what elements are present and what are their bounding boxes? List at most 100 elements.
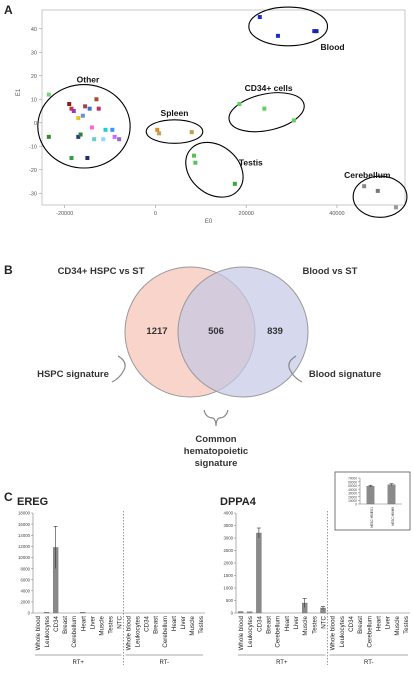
data-point: [262, 106, 267, 111]
category-label: Breast: [266, 616, 273, 634]
data-point: [87, 106, 92, 111]
right-brace: [288, 355, 303, 383]
x-axis-label: E0: [205, 219, 213, 225]
y-tick-label: 1500: [223, 573, 233, 578]
category-label: Muscle: [394, 615, 401, 635]
data-point: [232, 181, 237, 186]
category-label: hESC H9/ES1: [370, 507, 374, 528]
cluster-label: Other: [77, 75, 100, 85]
category-label: Liver: [385, 616, 392, 629]
category-label: NTC: [321, 615, 328, 628]
y-tick-label: 40000: [348, 488, 357, 492]
y-tick-label: 4000: [20, 588, 30, 593]
cluster-ellipse: [145, 119, 204, 144]
category-label: Testes: [403, 616, 410, 634]
data-point: [85, 156, 90, 161]
data-point: [76, 134, 81, 139]
panel-a-letter: A: [4, 3, 13, 17]
y-tick-label: 10000: [18, 555, 31, 560]
y-tick-label: -20: [29, 168, 37, 174]
y-tick-label: 0: [231, 611, 234, 616]
category-label: Whole blood: [330, 615, 337, 650]
y-tick-label: 40: [31, 27, 37, 33]
blood-signature-label: Blood signature: [309, 369, 381, 380]
y-tick-label: 3500: [223, 523, 233, 528]
y-tick-label: 6000: [20, 577, 30, 582]
category-label: Heart: [80, 616, 87, 631]
bar: [387, 484, 396, 505]
y-tick-label: 20: [31, 74, 37, 80]
bar: [80, 612, 86, 614]
category-label: Muscle: [302, 615, 309, 635]
y-tick-label: 2500: [223, 548, 233, 553]
data-point: [362, 184, 367, 189]
group-label: RT+: [276, 660, 288, 666]
category-label: Leukocytes: [339, 616, 346, 647]
cluster-label: Cerebellum: [344, 170, 391, 180]
cluster-label: Spleen: [161, 108, 189, 118]
data-point: [393, 205, 398, 210]
cluster-ellipse: [248, 6, 329, 47]
x-tick-label: 20000: [239, 211, 254, 217]
y-tick-label: 2000: [223, 561, 233, 566]
center-brace: [203, 409, 229, 427]
category-label: Muscle: [98, 615, 105, 635]
category-label: Cerebellum: [275, 616, 282, 648]
data-point: [193, 160, 198, 165]
venn-left-only-count: 1217: [146, 326, 167, 337]
bar: [43, 612, 50, 614]
category-label: Whole blood: [238, 615, 245, 650]
category-label: CD34: [348, 615, 355, 631]
cluster-ellipse: [352, 175, 408, 218]
category-label: Liver: [180, 616, 187, 629]
data-point: [96, 106, 101, 111]
data-point: [110, 127, 115, 132]
category-label: Cerebellum: [71, 616, 78, 648]
data-point: [155, 127, 160, 132]
category-label: Breast: [153, 616, 160, 634]
bar: [366, 486, 375, 505]
category-label: Leukocytes: [44, 616, 51, 647]
data-point: [83, 104, 88, 109]
panel-a-scatter-chart: -30 -20 -10 0 10 20 30 40 -20000 0 20000 40000 E0 E1 O…: [16, 6, 408, 225]
category-label: Heart: [284, 616, 291, 631]
y-tick-label: 0: [28, 611, 31, 616]
y-tick-label: 12000: [18, 544, 31, 549]
data-point: [257, 15, 262, 20]
category-label: NTC: [117, 615, 124, 628]
category-label: Leukocytes: [247, 616, 254, 647]
category-label: Whole blood: [35, 615, 42, 650]
ereg-bar-chart: 0 2000 4000 6000 8000 10000 12000 14000 16000 180…: [17, 496, 205, 666]
y-tick-label: 50000: [348, 484, 357, 488]
data-point: [76, 116, 81, 121]
left-brace: [111, 355, 126, 383]
y-tick-label: 20000: [348, 495, 357, 499]
data-point: [312, 29, 317, 34]
data-point: [291, 118, 296, 123]
category-label: CD34: [256, 615, 263, 631]
cluster-ellipse: [228, 92, 305, 133]
panel-b-letter: B: [4, 263, 13, 277]
common-signature-line-3: signature: [195, 458, 238, 469]
y-tick-label: 14000: [18, 533, 31, 538]
data-point: [375, 188, 380, 193]
venn-right-only-count: 839: [267, 326, 283, 337]
data-point: [117, 137, 122, 142]
data-point: [192, 153, 197, 158]
data-point: [78, 132, 83, 137]
category-label: Liver: [89, 616, 96, 629]
cluster-label: Blood: [321, 42, 345, 52]
category-label: hESC H9/H9: [391, 507, 395, 526]
category-label: CD34: [144, 615, 151, 631]
y-tick-label: 30000: [348, 492, 357, 496]
category-label: Testes: [311, 616, 318, 634]
y-tick-label: 4000: [223, 511, 233, 516]
category-label: Muscle: [189, 615, 196, 635]
x-tick-label: -20000: [56, 211, 73, 217]
chart-title: DPPA4: [220, 496, 257, 508]
y-tick-label: 10000: [348, 499, 357, 503]
data-point: [157, 131, 162, 136]
y-tick-label: 1000: [223, 586, 233, 591]
category-label: Cerebellum: [162, 616, 169, 648]
